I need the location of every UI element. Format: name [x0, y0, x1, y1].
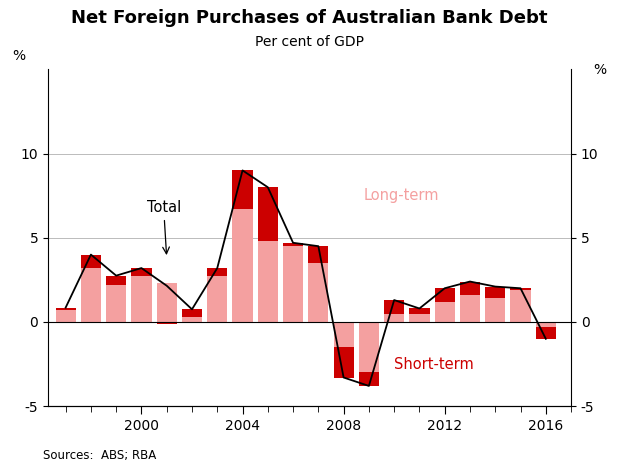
Bar [106, 276, 126, 285]
Bar [56, 308, 76, 310]
Bar [334, 322, 353, 347]
Bar [535, 327, 556, 339]
Bar [182, 309, 202, 317]
Bar [384, 313, 404, 322]
Bar [81, 255, 101, 268]
Bar [157, 283, 177, 322]
Y-axis label: %: % [593, 63, 607, 77]
Bar [334, 347, 353, 377]
Text: Sources:  ABS; RBA: Sources: ABS; RBA [43, 449, 157, 462]
Bar [258, 241, 278, 322]
Bar [207, 268, 227, 276]
Bar [485, 287, 505, 298]
Bar [460, 295, 480, 322]
Bar [232, 209, 253, 322]
Y-axis label: %: % [12, 49, 26, 63]
Bar [409, 309, 430, 313]
Bar [182, 317, 202, 322]
Bar [359, 322, 379, 373]
Bar [511, 290, 530, 322]
Bar [56, 310, 76, 322]
Bar [131, 276, 152, 322]
Text: Total: Total [147, 200, 181, 254]
Bar [435, 302, 455, 322]
Bar [258, 187, 278, 241]
Bar [106, 285, 126, 322]
Text: Long-term: Long-term [364, 188, 439, 203]
Text: Net Foreign Purchases of Australian Bank Debt: Net Foreign Purchases of Australian Bank… [71, 9, 548, 28]
Bar [308, 246, 329, 263]
Text: Per cent of GDP: Per cent of GDP [255, 35, 364, 49]
Bar [359, 373, 379, 386]
Bar [131, 268, 152, 276]
Bar [409, 313, 430, 322]
Bar [535, 322, 556, 327]
Bar [232, 170, 253, 209]
Bar [435, 288, 455, 302]
Bar [460, 282, 480, 295]
Bar [283, 243, 303, 246]
Bar [511, 288, 530, 290]
Text: Short-term: Short-term [394, 356, 474, 372]
Bar [485, 298, 505, 322]
Bar [157, 322, 177, 325]
Bar [207, 276, 227, 322]
Bar [308, 263, 329, 322]
Bar [384, 300, 404, 313]
Bar [81, 268, 101, 322]
Bar [283, 246, 303, 322]
